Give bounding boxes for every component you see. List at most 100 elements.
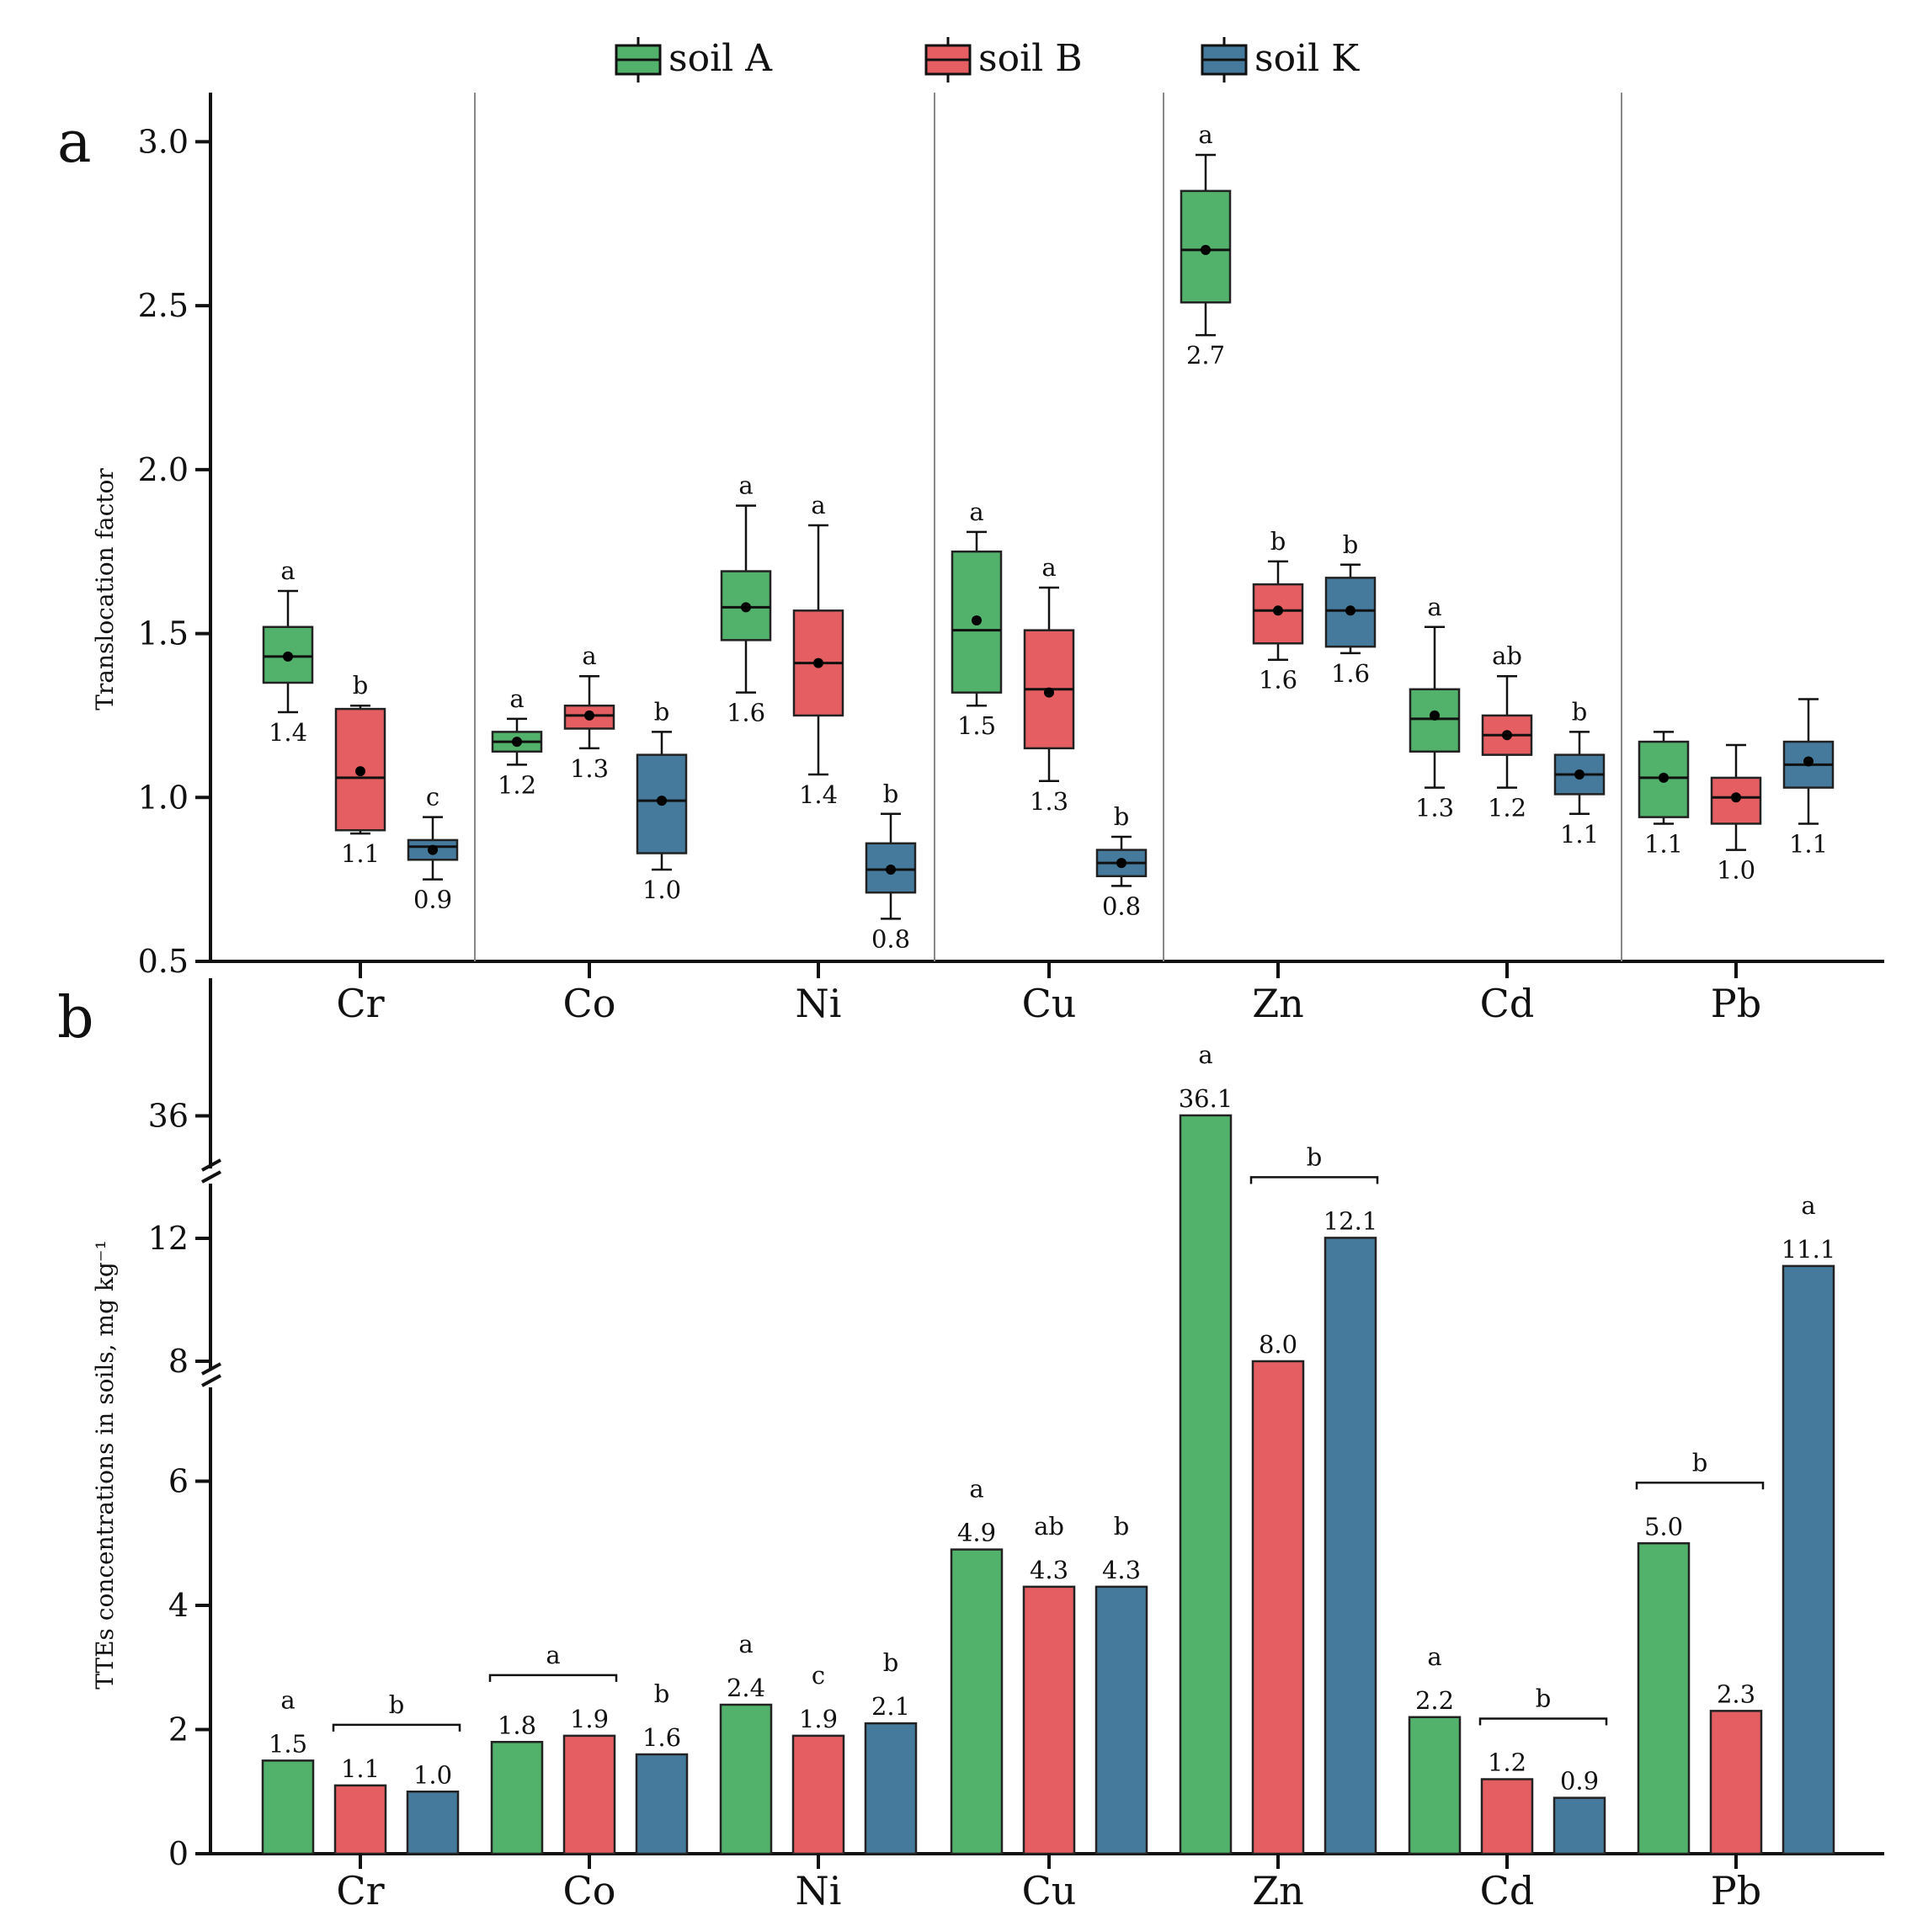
box-Zn-soil-K: 1.6 b (1324, 530, 1377, 688)
bar-significance-letter: b (1114, 1512, 1130, 1541)
significance-bracket-Co: a (488, 1641, 618, 1682)
bar-Ni-soil-B: 1.9 c (791, 1661, 845, 1855)
box-Zn-soil-A: 2.7 a (1180, 120, 1232, 370)
box-mean-point (886, 864, 896, 875)
bar-Cr-soil-B: 1.1 (333, 1754, 387, 1855)
box-Cd-soil-A: 1.3 a (1409, 593, 1461, 822)
bar (1637, 1542, 1691, 1855)
box-Co-soil-A: 1.2 a (491, 684, 543, 799)
bracket-line (1249, 1176, 1379, 1184)
box-Cu-soil-A: 1.5 a (951, 498, 1003, 740)
bar (1094, 1585, 1148, 1855)
box-Cr-soil-B: 1.1 b (334, 671, 386, 868)
box-mean-point (1574, 769, 1584, 780)
panel-label-a: a (57, 109, 92, 176)
bar-value-label: 1.1 (341, 1754, 380, 1783)
box-value-label: 1.3 (570, 754, 609, 783)
box-significance-letter: a (1427, 593, 1441, 621)
bar-value-label: 1.9 (570, 1705, 609, 1733)
panel-b-x-tick-label: Co (563, 1868, 616, 1913)
bracket-letter: a (546, 1641, 560, 1669)
panel-b-x-tick-label: Zn (1252, 1868, 1304, 1913)
panel-a-x-tick-label: Ni (796, 981, 842, 1026)
panel-b-y-axis-label: TTEs concentrations in soils, mg kg⁻¹ (91, 1240, 119, 1690)
box-significance-letter: b (1114, 802, 1130, 831)
bar-significance-letter: a (969, 1475, 983, 1504)
box-value-label: 2.7 (1186, 341, 1225, 370)
box-significance-letter: a (969, 498, 983, 526)
box-value-label: 1.1 (1789, 829, 1828, 858)
bar-Ni-soil-A: 2.4 a (719, 1630, 773, 1855)
bar-Co-soil-K: 1.6 b (635, 1679, 689, 1855)
panel-b-x-tick-label: Ni (796, 1868, 842, 1913)
legend-item-soil-B: soil B (924, 37, 1083, 82)
bar (1022, 1585, 1076, 1855)
box-Cr-soil-K: 0.9 c (407, 783, 459, 914)
bar-Co-soil-A: 1.8 (490, 1711, 544, 1855)
panel-a-x-tick-label: Cr (336, 981, 384, 1026)
bar (1251, 1360, 1305, 1855)
bracket-line (332, 1723, 461, 1732)
box-Cd-soil-B: 1.2 ab (1481, 641, 1533, 822)
bar-significance-letter: a (1427, 1642, 1441, 1671)
box-mean-point (1731, 792, 1741, 803)
bar-value-label: 1.0 (413, 1760, 452, 1789)
bar-value-label: 11.1 (1782, 1235, 1836, 1264)
bar (864, 1722, 918, 1855)
panel-b-y-tick-label: 0 (168, 1835, 189, 1872)
box-value-label: 1.1 (1644, 829, 1683, 858)
significance-bracket-Zn: b (1249, 1142, 1379, 1184)
panel-a-y-tick-label: 0.5 (138, 943, 189, 980)
bar-Cr-soil-K: 1.0 (406, 1760, 460, 1855)
box-value-label: 1.0 (1717, 856, 1755, 885)
panel-a-y-tick-label: 2.5 (138, 287, 189, 324)
box-significance-letter: b (353, 671, 369, 700)
bracket-line (1478, 1717, 1608, 1726)
bracket-letter: b (389, 1690, 405, 1719)
bar-Zn-soil-B: 8.0 (1251, 1330, 1305, 1855)
box-mean-point (1201, 244, 1211, 255)
bar-value-label: 1.9 (799, 1705, 838, 1733)
box-mean-point (512, 737, 522, 748)
bar (1782, 1264, 1835, 1855)
bar-significance-letter: a (1198, 1041, 1212, 1069)
bar (490, 1741, 544, 1855)
box-value-label: 1.3 (1415, 794, 1454, 822)
panel-a-y-tick-label: 1.0 (138, 779, 189, 816)
legend-label: soil K (1254, 37, 1360, 80)
bar-significance-letter: a (1801, 1191, 1815, 1220)
bar-Cu-soil-B: 4.3 ab (1022, 1512, 1076, 1855)
panel-a-y-tick-label: 2.0 (138, 451, 189, 488)
box-mean-point (355, 766, 365, 777)
legend-label: soil A (668, 37, 773, 80)
box-significance-letter: a (1041, 553, 1056, 582)
bar-value-label: 2.3 (1717, 1679, 1755, 1708)
bar-significance-letter: b (654, 1679, 670, 1708)
box-significance-letter: a (811, 491, 825, 519)
box-value-label: 1.1 (341, 839, 380, 868)
box-significance-letter: a (280, 556, 295, 585)
box-significance-letter: a (509, 684, 524, 713)
panel-b-x-tick-label: Cr (336, 1868, 384, 1913)
bar-Zn-soil-A: 36.1 a (1179, 1041, 1233, 1855)
panel-a-x-tick-label: Cd (1480, 981, 1535, 1026)
axis-break-mark (201, 1158, 221, 1172)
box-significance-letter: ab (1492, 641, 1522, 670)
box-mean-point (1044, 687, 1054, 698)
box-value-label: 1.2 (498, 770, 536, 799)
box-significance-letter: b (883, 780, 899, 808)
box-Ni-soil-B: 1.4 a (792, 491, 844, 809)
box-mean-point (741, 602, 751, 613)
panel-b-y-tick-label: 36 (148, 1098, 189, 1135)
box-value-label: 1.6 (1331, 659, 1370, 688)
box-mean-point (813, 657, 823, 668)
box-value-label: 1.4 (799, 780, 838, 809)
bracket-line (488, 1674, 618, 1682)
bar-Cu-soil-A: 4.9 a (950, 1475, 1004, 1855)
bar-Cd-soil-B: 1.2 (1480, 1748, 1534, 1855)
box-value-label: 1.4 (269, 718, 307, 747)
box-Pb-soil-A: 1.1 (1638, 731, 1690, 858)
panel-b-y-tick-label: 12 (148, 1220, 189, 1257)
bar (333, 1784, 387, 1855)
panel-a-x-tick-label: Co (563, 981, 616, 1026)
